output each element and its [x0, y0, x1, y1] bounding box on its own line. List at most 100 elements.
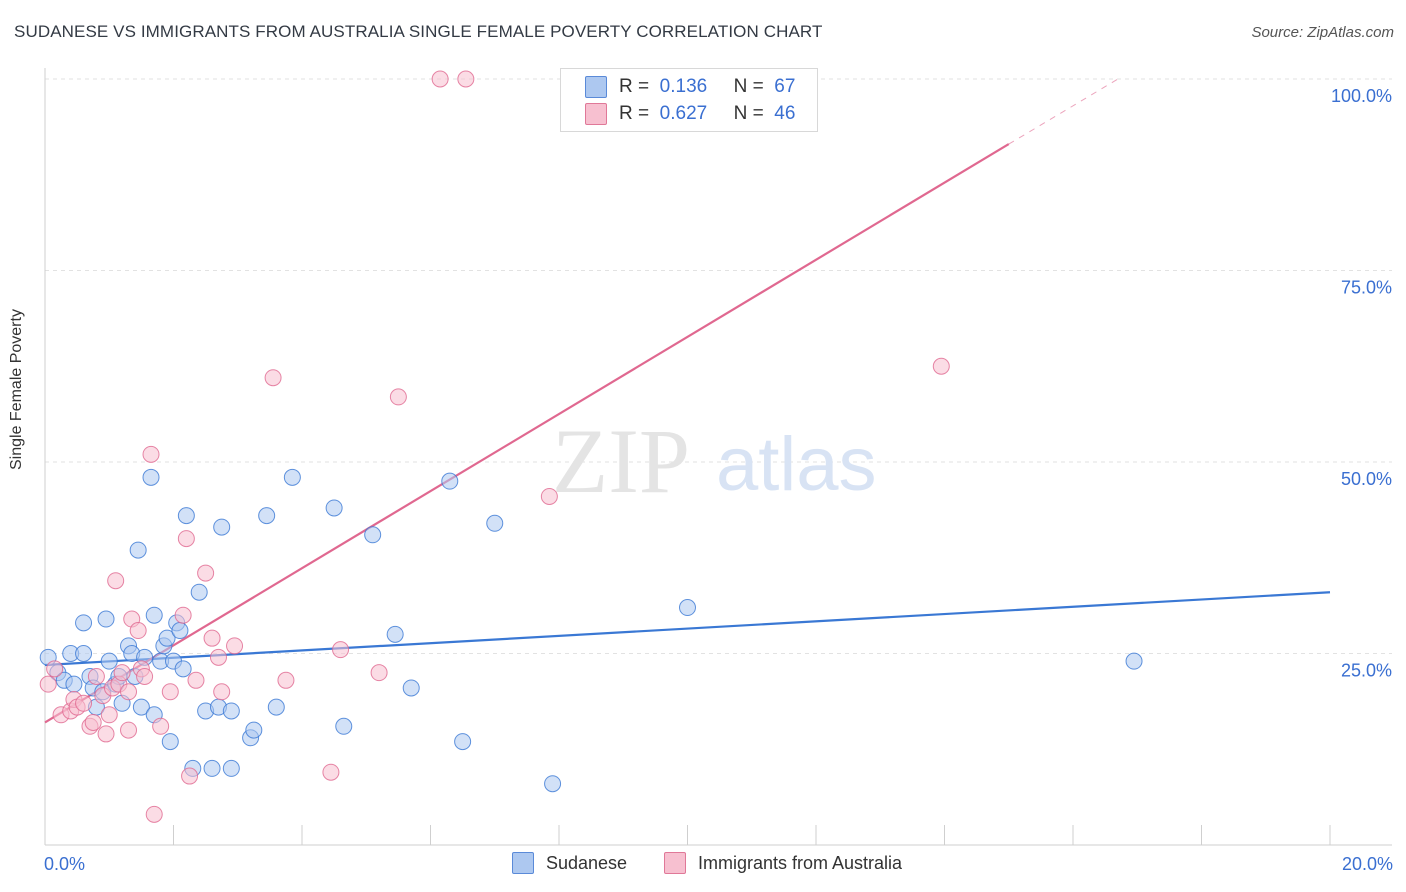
legend-row-australia: R = 0.627 N = 46 — [585, 101, 795, 127]
data-point — [100, 652, 118, 670]
data-point — [100, 706, 118, 724]
data-point — [87, 667, 105, 685]
axes — [44, 68, 1392, 846]
legend-n-label: N = — [733, 76, 764, 97]
legend-swatch-australia — [585, 103, 607, 125]
data-point — [325, 499, 343, 517]
data-point — [187, 671, 205, 689]
data-point — [65, 675, 83, 693]
y-tick-label: 25.0% — [1341, 661, 1392, 681]
data-point — [213, 683, 231, 701]
trend-line-australia — [44, 143, 1010, 724]
data-point — [152, 717, 170, 735]
trend-lines — [44, 78, 1331, 724]
x-tick-label: 20.0% — [1342, 854, 1393, 874]
data-point — [145, 606, 163, 624]
data-point — [431, 70, 449, 88]
data-point — [441, 472, 459, 490]
data-point — [177, 530, 195, 548]
series-sudanese — [39, 468, 1143, 793]
data-point — [364, 526, 382, 544]
bottom-legend-label-australia: Immigrants from Australia — [698, 852, 903, 873]
chart-source: Source: ZipAtlas.com — [1251, 24, 1394, 41]
data-point — [142, 468, 160, 486]
legend-n-value-australia: 46 — [774, 103, 796, 124]
data-point — [402, 679, 420, 697]
watermark-zip: ZIP — [552, 410, 690, 512]
data-point — [129, 541, 147, 559]
data-point — [197, 564, 215, 582]
y-tick-label: 100.0% — [1331, 86, 1392, 106]
data-point — [203, 629, 221, 647]
bottom-legend-label-sudanese: Sudanese — [546, 852, 628, 873]
data-point — [283, 468, 301, 486]
trend-line-extension — [1008, 78, 1119, 145]
legend-r-label: R = — [619, 76, 650, 97]
data-point — [174, 660, 192, 678]
data-point — [679, 599, 696, 617]
watermark-atlas: atlas — [716, 422, 877, 507]
data-point — [75, 614, 93, 632]
data-point — [120, 683, 138, 701]
data-point — [84, 713, 102, 731]
x-tick-label: 0.0% — [44, 854, 85, 874]
data-point — [322, 763, 340, 781]
data-point — [120, 721, 138, 739]
data-point — [245, 721, 263, 739]
data-point — [335, 717, 353, 735]
data-point — [171, 622, 189, 640]
data-point — [190, 583, 208, 601]
tick-labels: 25.0% 50.0% 75.0% 100.0% 0.0% 20.0% — [44, 86, 1393, 874]
data-point — [177, 507, 195, 525]
data-point — [370, 664, 388, 682]
data-point — [226, 637, 244, 655]
legend-swatch-sudanese — [585, 76, 607, 98]
data-point — [277, 671, 295, 689]
legend-row-sudanese: R = 0.136 N = 67 — [585, 74, 795, 100]
data-point — [386, 625, 404, 643]
bottom-legend-sudanese: Sudanese — [512, 852, 627, 874]
data-point — [161, 683, 179, 701]
data-point — [97, 610, 115, 628]
data-point — [486, 514, 504, 532]
data-point — [97, 725, 115, 743]
chart-title: SUDANESE VS IMMIGRANTS FROM AUSTRALIA SI… — [14, 22, 823, 41]
data-point — [389, 388, 407, 406]
watermark: ZIP atlas — [552, 410, 877, 512]
data-point — [75, 694, 93, 712]
trend-line-sudanese — [44, 591, 1331, 667]
data-point — [209, 648, 227, 666]
data-point — [181, 767, 199, 785]
data-point — [454, 733, 472, 751]
data-point — [932, 357, 950, 375]
y-tick-label: 75.0% — [1341, 278, 1392, 298]
legend-r-label: R = — [619, 103, 650, 124]
bottom-legend-swatch-sudanese — [512, 852, 534, 874]
data-point — [132, 698, 150, 716]
legend-n-value-sudanese: 67 — [774, 76, 796, 97]
data-point — [222, 702, 240, 720]
data-point — [267, 698, 285, 716]
series-australia — [39, 70, 950, 823]
data-point — [258, 507, 276, 525]
data-point — [142, 445, 160, 463]
data-point — [46, 660, 64, 678]
data-point — [39, 675, 57, 693]
data-points — [39, 70, 1143, 823]
data-point — [174, 606, 192, 624]
data-point — [107, 572, 125, 590]
data-point — [203, 759, 221, 777]
data-point — [113, 664, 131, 682]
data-point — [158, 629, 176, 647]
data-point — [75, 645, 93, 662]
data-point — [332, 641, 350, 659]
y-tick-label: 50.0% — [1341, 469, 1392, 489]
bottom-legend-australia: Immigrants from Australia — [664, 852, 902, 874]
data-point — [161, 733, 179, 751]
data-point — [213, 518, 231, 536]
data-point — [222, 759, 240, 777]
legend-r-value-australia: 0.627 — [659, 103, 708, 124]
data-point — [1125, 652, 1143, 670]
data-point — [136, 667, 154, 685]
